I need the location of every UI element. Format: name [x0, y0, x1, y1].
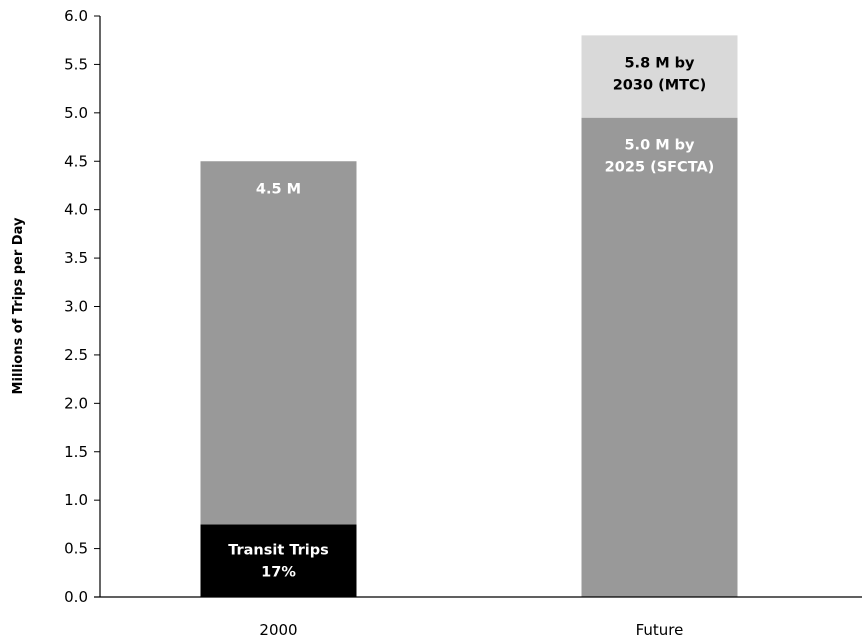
bar-future-segment-2 [581, 35, 738, 118]
bars-layer [200, 35, 738, 598]
y-tick-label: 5.5 [64, 55, 88, 73]
y-tick-label: 0.5 [64, 540, 88, 558]
y-tick-label: 2.0 [64, 394, 88, 412]
bar-label-2000-0-0: Transit Trips [228, 543, 329, 559]
bar-label-future-2-0: 5.8 M by [624, 55, 695, 71]
bar-future-segment-1 [581, 117, 738, 598]
x-tick-label-2000: 2000 [259, 621, 297, 639]
y-tick-label: 3.5 [64, 249, 88, 267]
bar-2000-segment-0 [200, 524, 357, 597]
x-tick-label-future: Future [636, 621, 684, 639]
bar-label-2000-0-1: 17% [261, 565, 296, 581]
bar-label-future-1-1: 2025 (SFCTA) [605, 160, 715, 176]
y-tick-label: 0.0 [64, 588, 88, 606]
bar-label-future-1-0: 5.0 M by [624, 138, 695, 154]
y-tick-label: 1.0 [64, 491, 88, 509]
y-tick-label: 1.5 [64, 443, 88, 461]
y-tick-label: 6.0 [64, 7, 88, 25]
y-tick-label: 4.5 [64, 152, 88, 170]
y-tick-label: 2.5 [64, 346, 88, 364]
y-axis-label: Millions of Trips per Day [11, 217, 26, 394]
bar-2000-segment-1 [200, 161, 357, 525]
bar-label-future-2-1: 2030 (MTC) [613, 77, 707, 93]
y-tick-label: 4.0 [64, 201, 88, 219]
y-tick-label: 3.0 [64, 298, 88, 316]
bar-labels-layer: Transit Trips 17% 4.5 M 5.0 M by 2025 (SFCTA… [228, 55, 714, 580]
y-tick-label: 5.0 [64, 104, 88, 122]
bar-label-2000-1-0: 4.5 M [256, 181, 301, 197]
axes-layer: 0.0 0.5 1.0 1.5 2.0 2.5 3.0 3.5 4.0 4.5 5.0 5.5 6.0 2… [64, 7, 862, 639]
